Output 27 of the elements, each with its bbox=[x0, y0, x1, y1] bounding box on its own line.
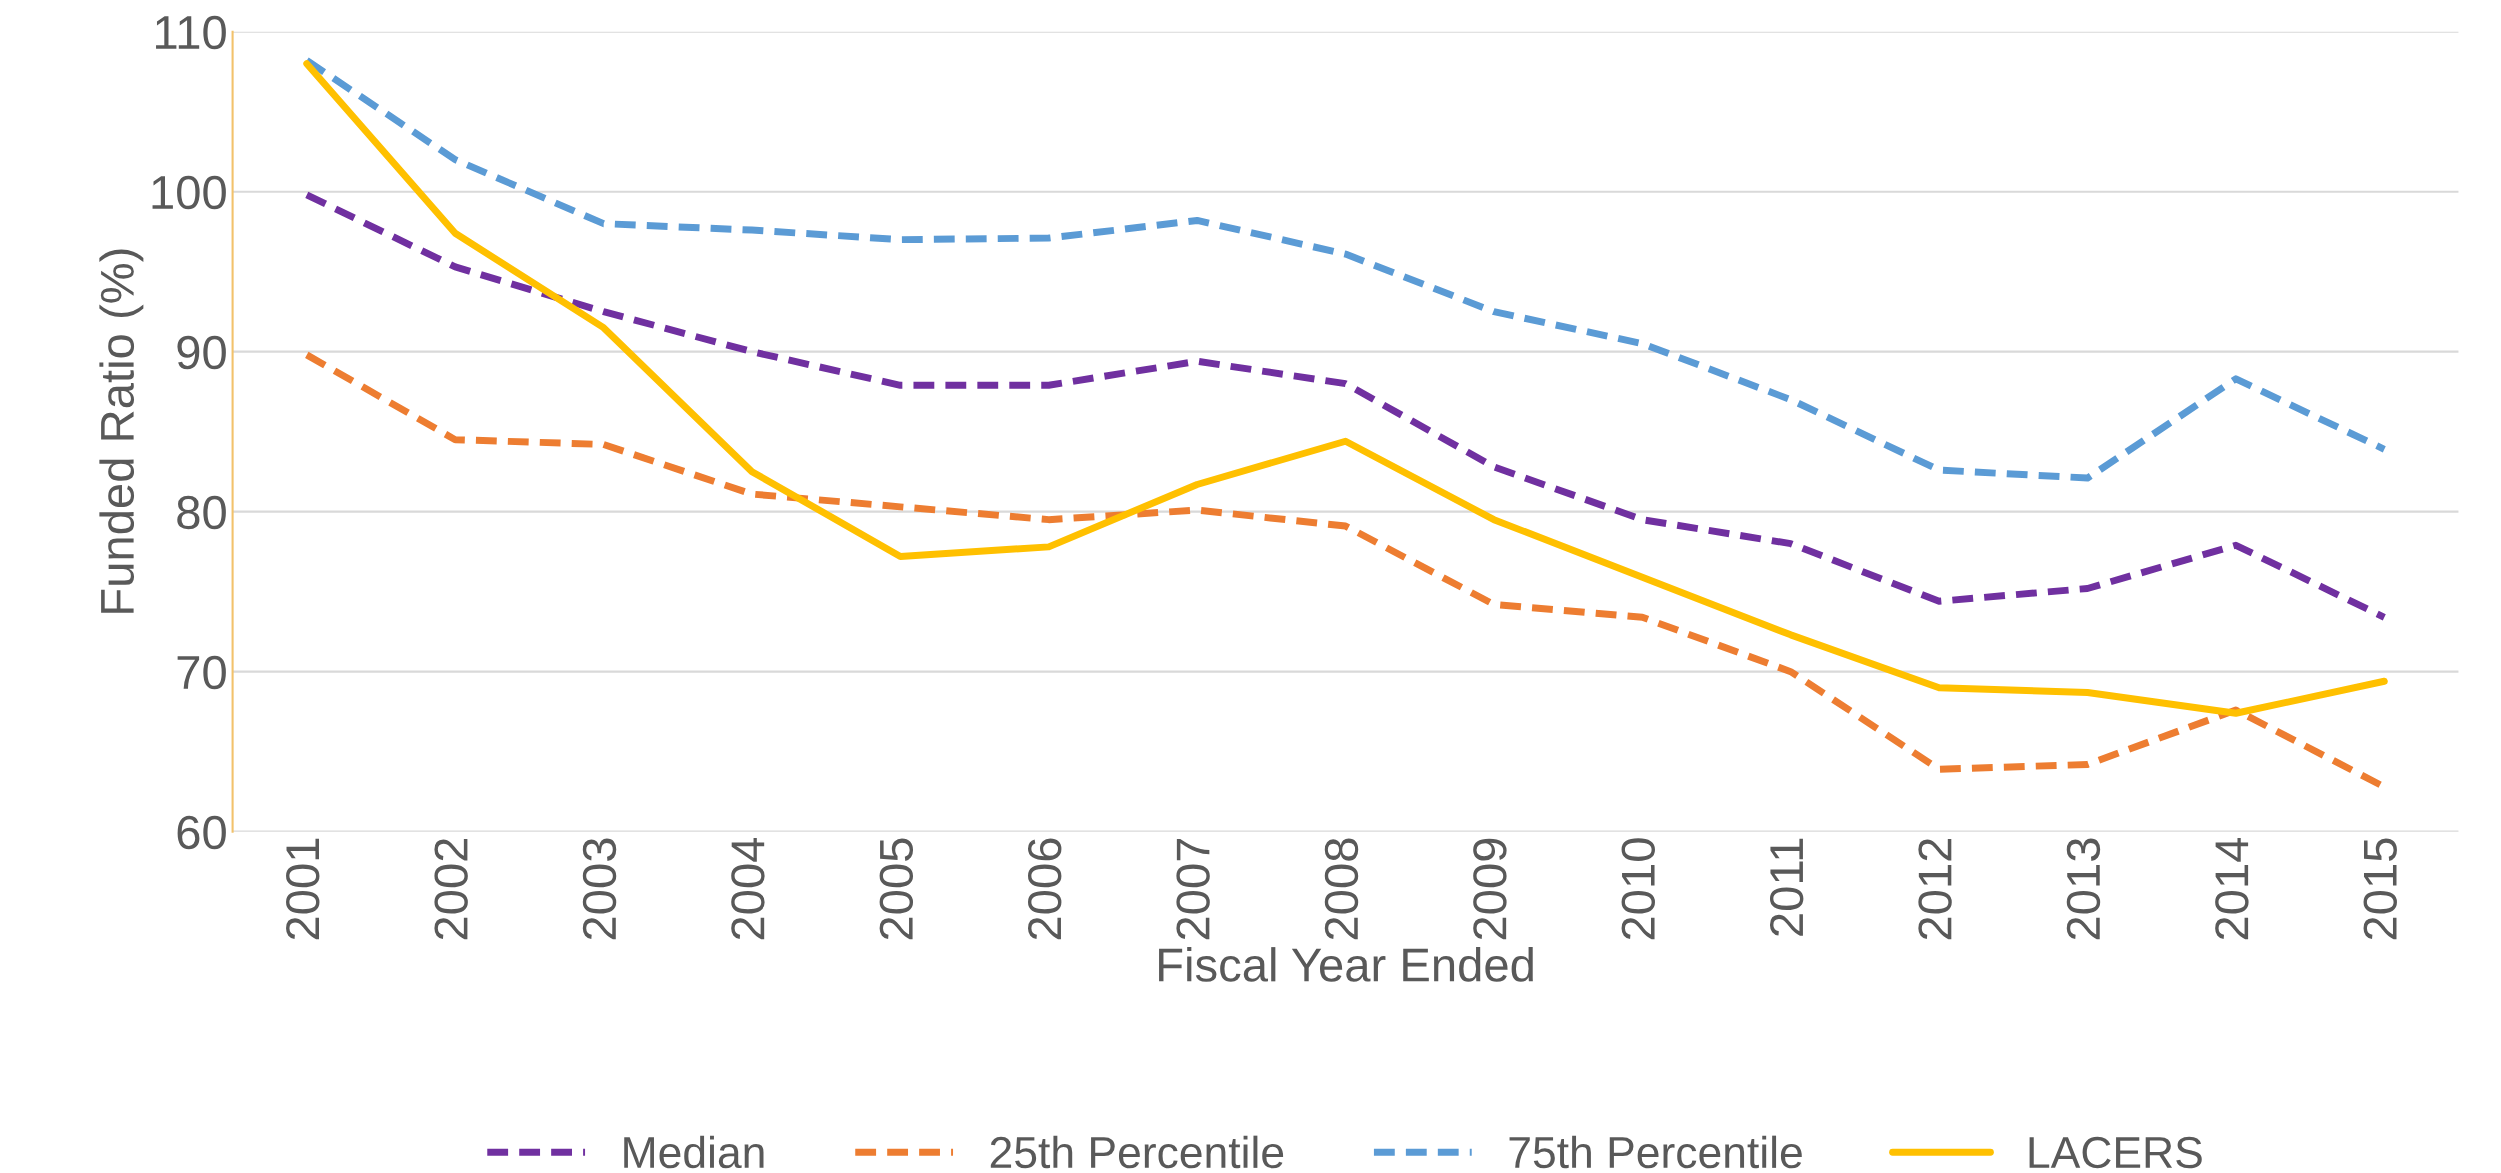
x-tick-label: 2006 bbox=[1027, 838, 1062, 940]
y-axis-title: Funded Ratio (%) bbox=[99, 249, 144, 613]
x-tick-label: 2011 bbox=[1769, 838, 1804, 936]
x-tick-label: 2003 bbox=[582, 838, 617, 940]
x-tick-label: 2007 bbox=[1176, 838, 1210, 940]
x-tick-label: 2004 bbox=[731, 837, 765, 940]
legend-label: Median bbox=[624, 1135, 764, 1169]
x-tick-label: 2008 bbox=[1324, 838, 1359, 940]
y-tick-label: 90 bbox=[177, 335, 226, 370]
y-tick-label: 70 bbox=[177, 655, 226, 690]
x-tick-label: 2005 bbox=[879, 838, 914, 940]
x-tick-label: 2002 bbox=[434, 838, 468, 940]
x-tick-label: 2010 bbox=[1621, 838, 1655, 940]
x-tick-label: 2014 bbox=[2215, 837, 2249, 940]
legend-label: 25th Percentile bbox=[990, 1135, 1284, 1169]
y-tick-label: 110 bbox=[156, 15, 226, 50]
x-axis-title: Fiscal Year Ended bbox=[1159, 947, 1533, 982]
legend-label: 75th Percentile bbox=[1509, 1135, 1802, 1169]
x-tick-label: 2001 bbox=[286, 838, 320, 940]
y-tick-label: 60 bbox=[177, 815, 226, 850]
legend-label: LACERS bbox=[2029, 1136, 2202, 1169]
x-tick-label: 2012 bbox=[1918, 838, 1952, 940]
x-tick-label: 2013 bbox=[2066, 838, 2101, 940]
x-tick-label: 2009 bbox=[1473, 838, 1507, 940]
y-tick-label: 100 bbox=[152, 175, 226, 210]
y-tick-label: 80 bbox=[177, 495, 226, 530]
x-tick-label: 2015 bbox=[2363, 838, 2397, 940]
